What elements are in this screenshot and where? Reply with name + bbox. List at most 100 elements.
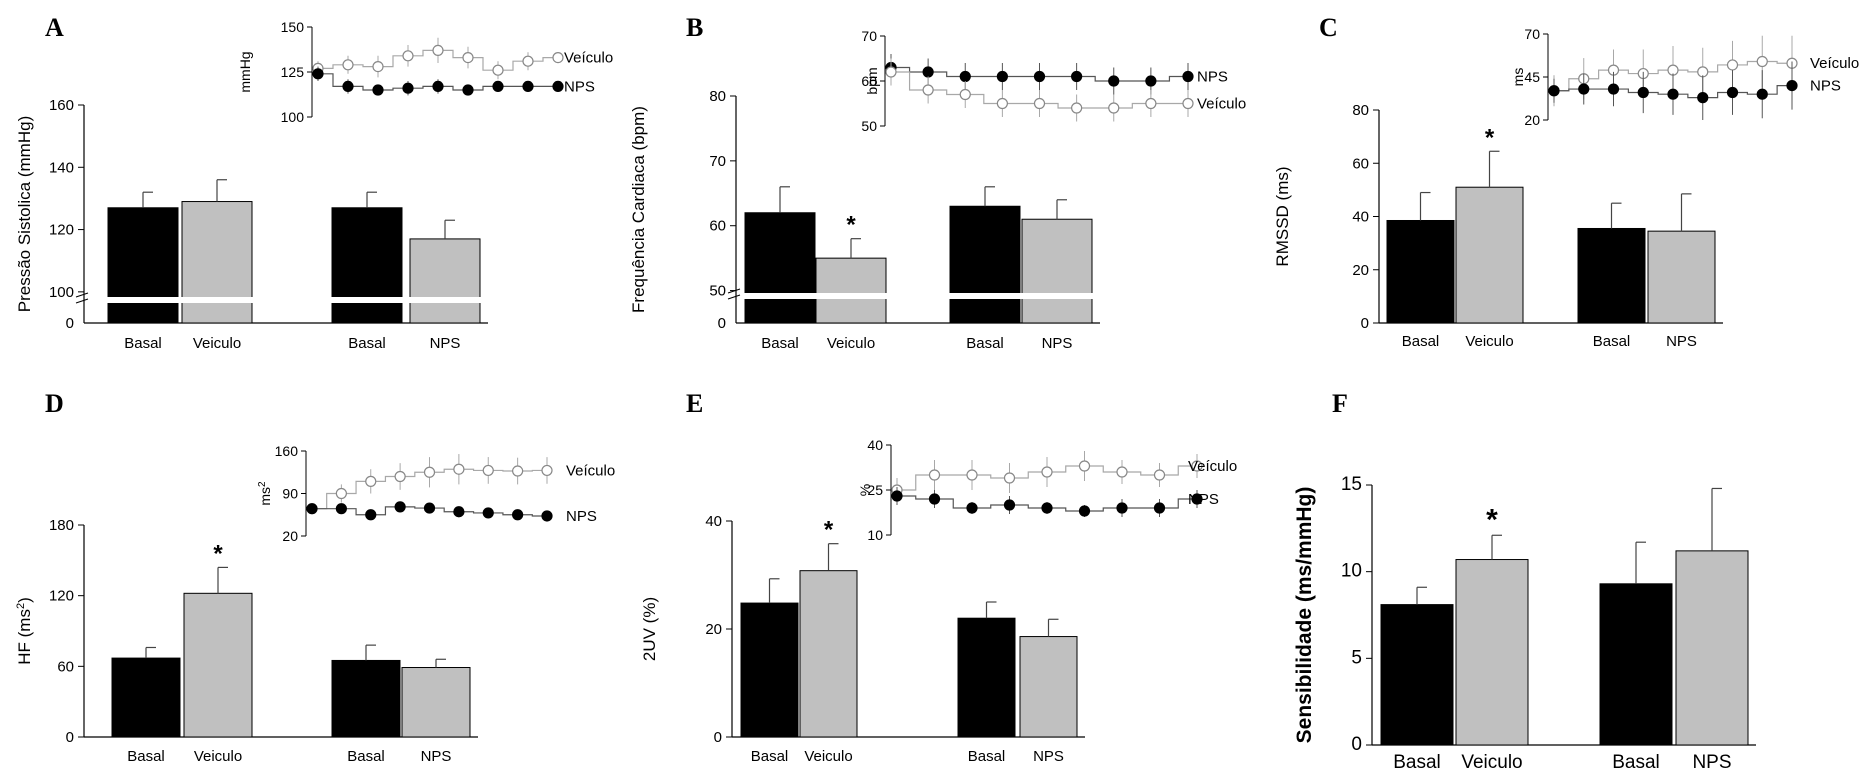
y-tick-label: 5 [1351, 647, 1362, 668]
bar-1 [799, 570, 858, 738]
category-label: Veiculo [827, 335, 875, 352]
inset-point [1033, 70, 1046, 83]
bar-3 [401, 667, 471, 738]
inset-series-label: Veículo [1810, 55, 1859, 72]
inset-point [1003, 499, 1016, 511]
inset-point [365, 475, 377, 487]
inset-point [1726, 86, 1739, 99]
inset-chart: 10 25 40% Veículo NPS [857, 437, 1237, 543]
inset-point [372, 60, 384, 73]
inset-point [1578, 83, 1590, 95]
inset-point [541, 464, 553, 477]
inset-point [453, 463, 465, 475]
axis-break-mark [727, 294, 741, 300]
inset-y-tick-label: 60 [861, 73, 877, 89]
inset-point [966, 469, 978, 481]
inset-point [1071, 102, 1083, 114]
category-label: NPS [421, 748, 452, 765]
category-label: Veiculo [1461, 752, 1522, 772]
y-axis-title: 2UV (%) [640, 597, 659, 661]
inset-point [1078, 460, 1091, 472]
inset-point [1548, 85, 1560, 97]
inset-y-tick-label: 70 [1524, 26, 1540, 42]
inset-series-line [897, 465, 1197, 491]
inset-y-title: ms2 [257, 481, 273, 506]
inset-series-label: Veículo [1188, 458, 1237, 475]
category-label: Basal [127, 748, 165, 765]
bar-1 [1455, 559, 1529, 746]
bar-0 [744, 212, 816, 324]
inset-point [541, 510, 553, 522]
panel-letter: D [45, 389, 64, 418]
inset-point [423, 466, 436, 478]
inset-point [1041, 466, 1053, 478]
inset-series-line [891, 71, 1188, 109]
y-axis-title: Frequência Cardiaca (bpm) [629, 106, 648, 313]
inset-point [1182, 70, 1194, 83]
panel-F: F 0 5 10 15 Sensibilidade (ms/mmHg) Basal * Veic… [1293, 389, 1756, 772]
category-label: NPS [1042, 335, 1073, 352]
category-label: Veiculo [1465, 333, 1513, 350]
inset-point [1108, 102, 1120, 114]
inset-series-label: Veículo [1197, 96, 1246, 113]
y-tick-label: 20 [1352, 262, 1369, 279]
category-label: Basal [347, 748, 385, 765]
y-tick-label: 160 [49, 97, 74, 114]
inset-point [522, 55, 534, 67]
inset-point [1637, 86, 1649, 99]
y-tick-label: 40 [705, 513, 722, 530]
bar-0 [1386, 219, 1455, 324]
inset-series-label: NPS [566, 508, 597, 525]
inset-point [966, 502, 978, 514]
inset-point [552, 80, 564, 93]
inset-y-tick-label: 10 [867, 527, 883, 543]
inset-y-title: bpm [864, 67, 880, 94]
y-tick-label: 0 [1351, 734, 1362, 755]
inset-y-title: mmHg [237, 51, 253, 92]
panel-B: B 50 60 70 80 0 Frequência Cardiaca (bpm) Basal… [629, 13, 1246, 352]
inset-point [885, 66, 897, 78]
inset-point [432, 44, 444, 57]
panel-letter: F [1332, 389, 1348, 418]
category-label: Basal [124, 335, 162, 352]
inset-point [462, 84, 474, 96]
inset-y-tick-label: 50 [861, 118, 877, 134]
inset-point [402, 82, 414, 94]
inset-y-tick-label: 160 [275, 443, 299, 459]
inset-point [959, 70, 971, 83]
inset-point [1756, 88, 1768, 100]
inset-point [482, 464, 494, 477]
inset-point [335, 487, 347, 500]
significance-star: * [824, 517, 834, 544]
inset-point [312, 68, 324, 80]
inset-series-label: Veículo [564, 50, 613, 67]
significance-star: * [1486, 503, 1498, 536]
inset-y-tick-label: 90 [282, 486, 298, 502]
axis-break-mark [75, 292, 89, 298]
bar-3 [409, 238, 481, 324]
y-axis-title: HF (ms2) [15, 597, 34, 665]
inset-point [1003, 472, 1016, 484]
bar-2 [331, 207, 403, 324]
inset-y-title: ms [1510, 68, 1526, 87]
inset-chart: 50 60 70 bpm NPS Veículo [861, 28, 1246, 134]
inset-point [1145, 75, 1157, 87]
inset-point [462, 51, 474, 64]
inset-point [1697, 92, 1709, 104]
inset-point [1182, 97, 1194, 110]
category-label: Basal [968, 748, 1006, 765]
y-tick-label: 60 [1352, 155, 1369, 172]
y-tick-label: 60 [709, 218, 726, 235]
inset-point [959, 88, 971, 101]
panel-C: C 0 20 40 60 80 RMSSD (ms) Basal * Veiculo Basal NP… [1273, 13, 1859, 350]
y-tick-label: 40 [1352, 209, 1369, 226]
inset-point [1041, 502, 1053, 514]
inset-y-tick-label: 20 [1524, 112, 1540, 128]
inset-point [342, 59, 354, 71]
category-label: Basal [751, 748, 789, 765]
inset-y-title: % [857, 484, 873, 496]
y-tick-label: 10 [1341, 561, 1362, 582]
category-label: Basal [1593, 333, 1631, 350]
inset-point [1116, 466, 1128, 478]
inset-y-tick-label: 25 [867, 482, 883, 498]
